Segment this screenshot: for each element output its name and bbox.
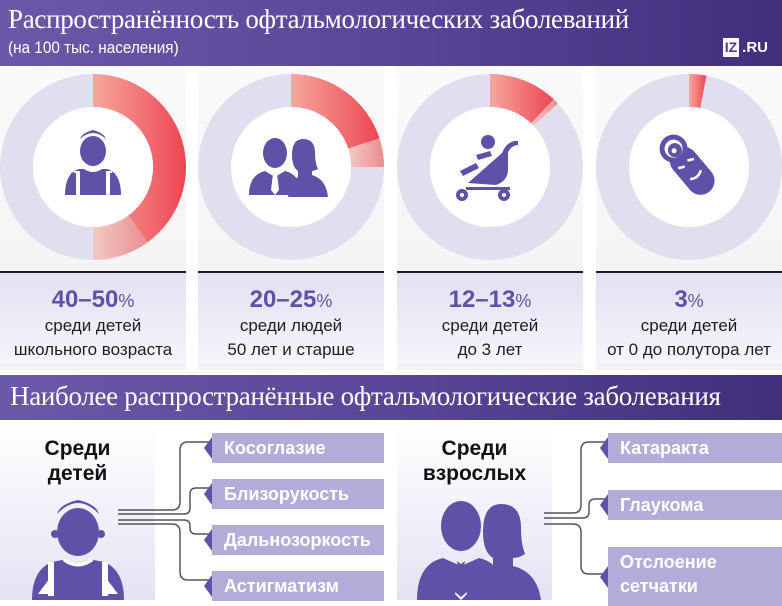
- description-line1: среди детей: [441, 316, 539, 335]
- donut-chart: [397, 74, 583, 260]
- divider: [0, 271, 186, 273]
- stat-box: 3% среди детей от 0 до полутора лет: [596, 273, 782, 363]
- divider: [596, 271, 782, 273]
- adults-icon: [249, 138, 328, 197]
- card-school-children: 40–50% среди детей школьного возраста: [0, 66, 186, 370]
- stroller-icon: [456, 135, 518, 201]
- disease-tag-glaucoma: Глаукома: [600, 490, 782, 520]
- arc-range: [531, 99, 558, 126]
- adults-group: Среди взрослых Катаракта Глаукома Отслое…: [397, 420, 782, 606]
- donut-chart: [198, 74, 384, 260]
- description-line2: до 3 лет: [457, 340, 523, 359]
- iz-logo[interactable]: IZ .RU: [722, 38, 768, 57]
- schoolchild-icon: [65, 130, 121, 195]
- card-infants: 3% среди детей от 0 до полутора лет: [596, 66, 782, 370]
- page-title: Распространённость офтальмологических за…: [8, 4, 629, 34]
- stat-box: 40–50% среди детей школьного возраста: [0, 273, 186, 363]
- disease-tag-strabismus: Косоглазие: [204, 433, 384, 463]
- arc-min: [93, 74, 186, 243]
- disease-tag-myopia: Близорукость: [204, 479, 384, 509]
- disease-tag-retinal-detachment: Отслоение сетчатки: [600, 547, 782, 606]
- swaddled-baby-icon: [659, 134, 715, 195]
- stat-box: 20–25% среди людей 50 лет и старше: [198, 273, 384, 363]
- description-line1: среди детей: [44, 316, 142, 335]
- prevalence-cards: 40–50% среди детей школьного возраста 20…: [0, 66, 782, 370]
- section-band: Наиболее распространённые офтальмологиче…: [0, 375, 782, 420]
- logo-suffix: .RU: [742, 39, 768, 56]
- percentage: 12–13%: [448, 286, 532, 313]
- logo-box: IZ: [722, 38, 740, 57]
- donut-chart: [596, 74, 782, 260]
- header: Распространённость офтальмологических за…: [0, 0, 782, 66]
- arc-min: [490, 74, 554, 124]
- schoolchild-icon: [32, 500, 124, 600]
- page-subtitle: (на 100 тыс. населения): [8, 38, 179, 57]
- disease-tag-hyperopia: Дальнозоркость: [204, 525, 384, 555]
- percentage: 40–50%: [51, 286, 135, 313]
- disease-tag-cataract: Катаракта: [600, 433, 782, 463]
- description-line1: среди людей: [239, 316, 343, 335]
- percentage: 3%: [674, 286, 704, 313]
- percentage: 20–25%: [249, 286, 333, 313]
- arc-range: [348, 138, 384, 167]
- card-under-3: 12–13% среди детей до 3 лет: [397, 66, 583, 370]
- section-title: Наиболее распространённые офтальмологиче…: [10, 381, 721, 411]
- divider: [397, 271, 583, 273]
- disease-tag-astigmatism: Астигматизм: [204, 571, 384, 601]
- divider: [198, 271, 384, 273]
- arc-range: [93, 215, 148, 260]
- description-line2: 50 лет и старше: [227, 340, 355, 359]
- card-adults-50plus: 20–25% среди людей 50 лет и старше: [198, 66, 384, 370]
- description-line2: от 0 до полутора лет: [607, 340, 771, 359]
- arc-min: [291, 74, 380, 149]
- children-heading: Среди детей: [44, 437, 111, 485]
- children-group: Среди детей Косоглазие Близорукость Даль…: [0, 420, 390, 601]
- adults-heading: Среди взрослых: [422, 437, 527, 485]
- stat-box: 12–13% среди детей до 3 лет: [397, 273, 583, 363]
- adults-icon: [417, 501, 541, 600]
- connector-lines: [118, 441, 212, 581]
- donut-chart: [0, 74, 186, 260]
- description-line2: школьного возраста: [13, 340, 173, 359]
- connector-lines: [544, 441, 608, 575]
- arc-min: [689, 74, 707, 109]
- description-line1: среди детей: [640, 316, 738, 335]
